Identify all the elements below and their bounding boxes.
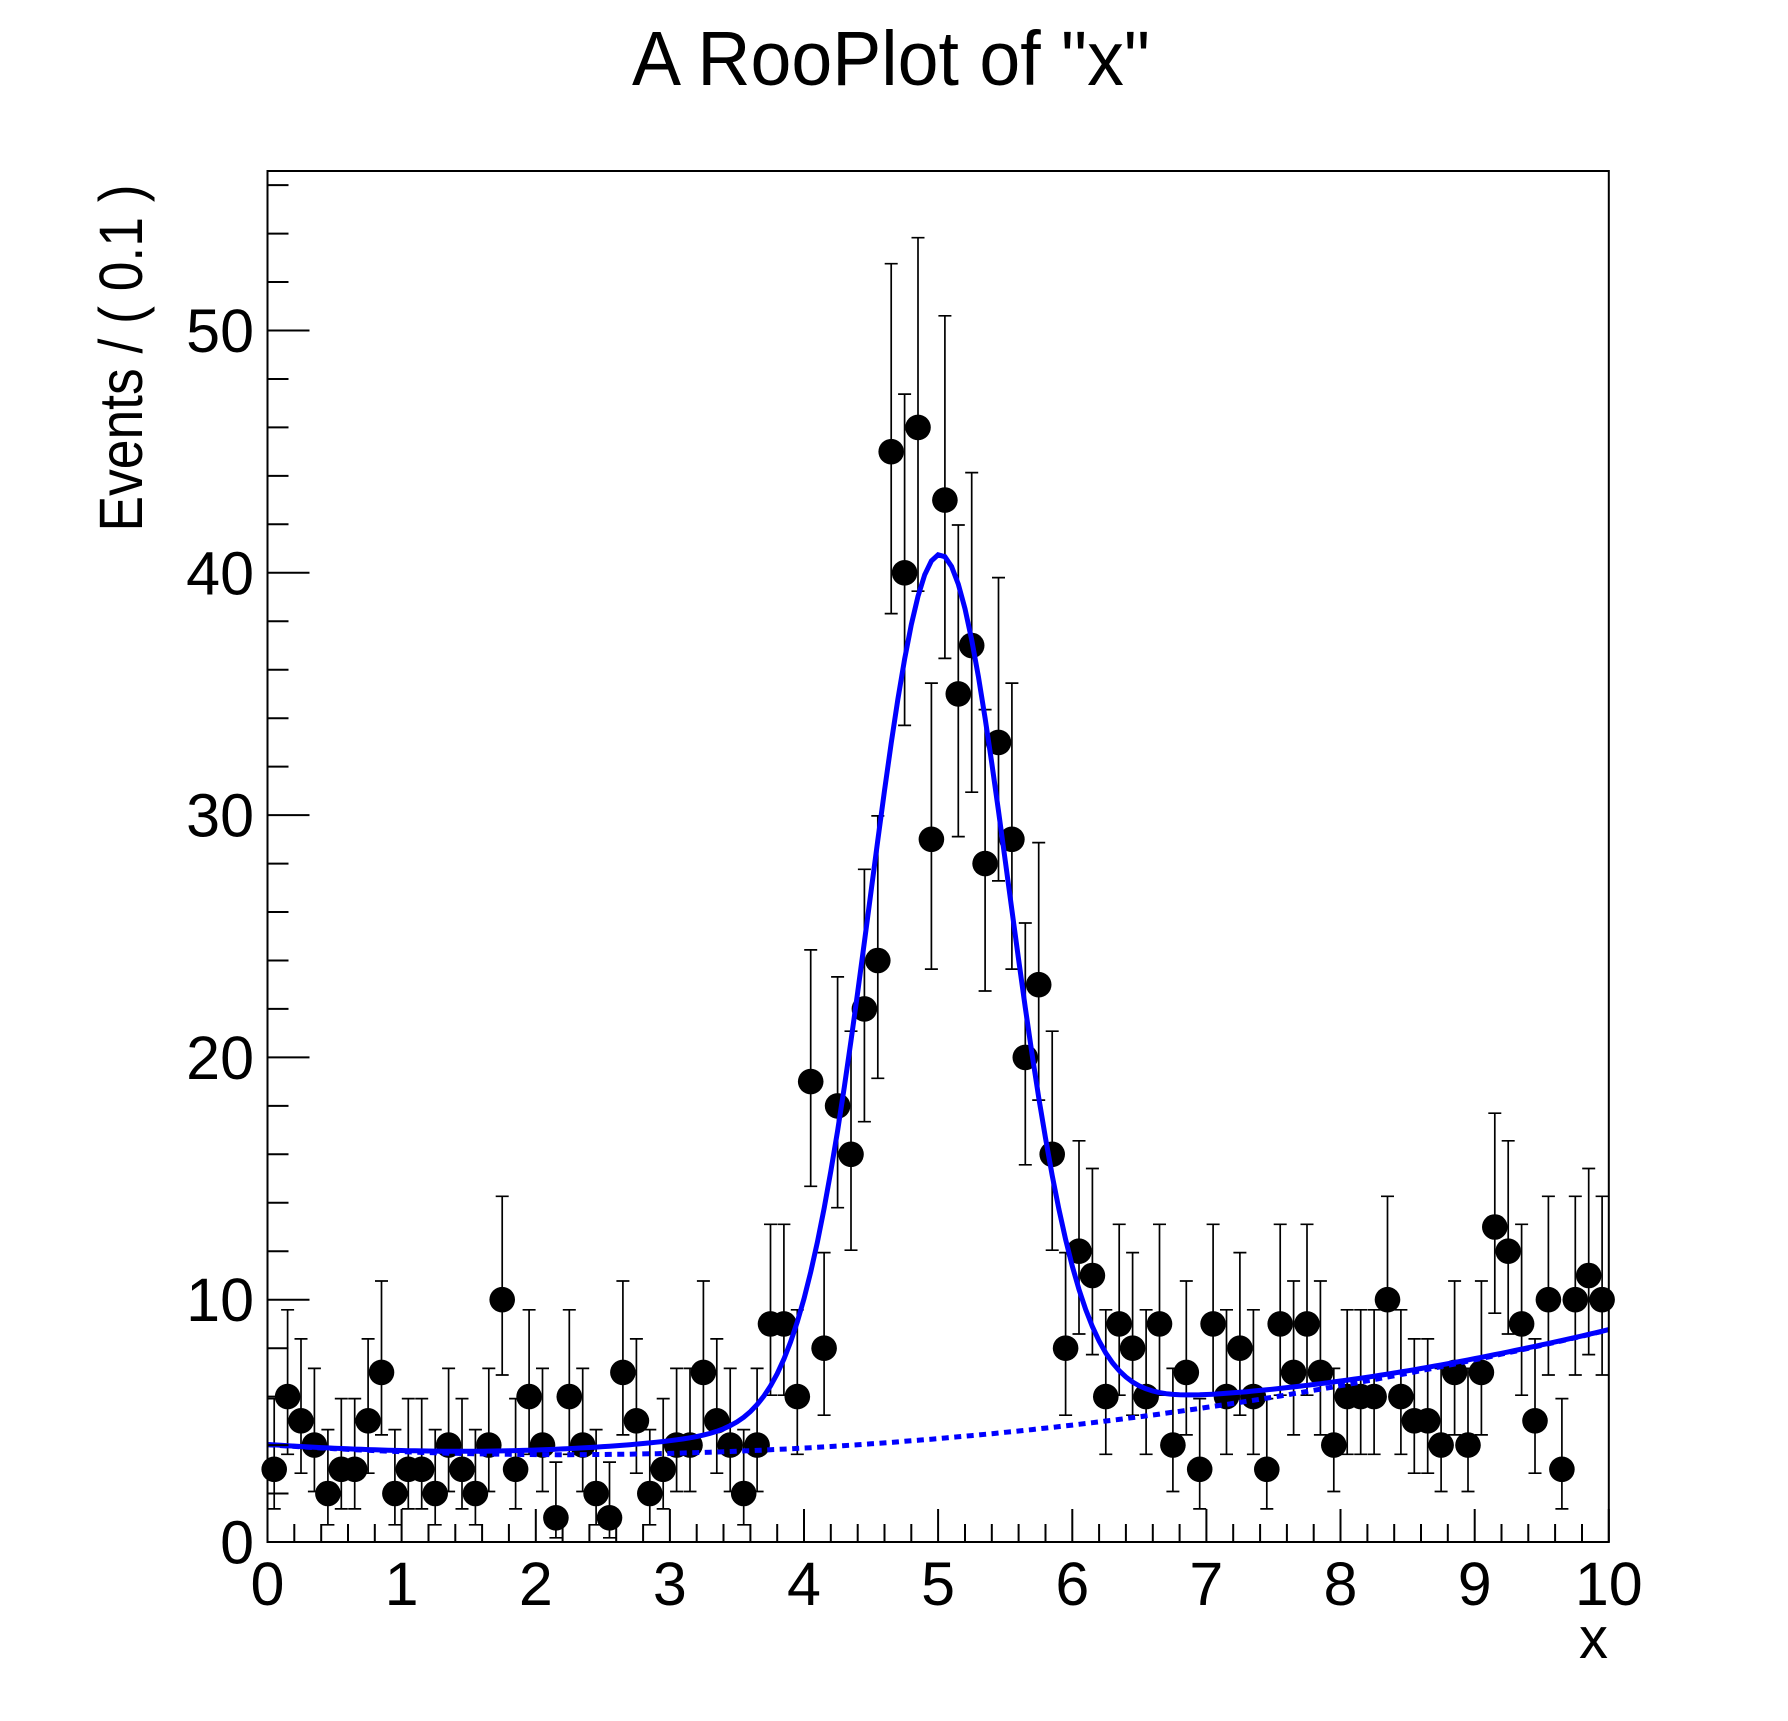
svg-text:0: 0 <box>251 1550 285 1618</box>
svg-text:Events / ( 0.1 ): Events / ( 0.1 ) <box>87 185 155 532</box>
svg-text:40: 40 <box>186 539 254 607</box>
svg-text:10: 10 <box>186 1266 254 1334</box>
svg-text:9: 9 <box>1458 1550 1492 1618</box>
svg-text:5: 5 <box>921 1550 955 1618</box>
svg-text:20: 20 <box>186 1024 254 1092</box>
svg-text:0: 0 <box>220 1509 254 1577</box>
svg-text:50: 50 <box>186 297 254 365</box>
svg-text:8: 8 <box>1324 1550 1358 1618</box>
svg-text:x: x <box>1579 1606 1608 1671</box>
svg-text:4: 4 <box>787 1550 821 1618</box>
svg-text:1: 1 <box>385 1550 419 1618</box>
svg-text:2: 2 <box>519 1550 553 1618</box>
svg-text:10: 10 <box>1575 1550 1643 1618</box>
svg-text:30: 30 <box>186 782 254 850</box>
svg-text:7: 7 <box>1189 1550 1223 1618</box>
svg-text:A RooPlot of "x": A RooPlot of "x" <box>632 16 1150 102</box>
svg-text:3: 3 <box>653 1550 687 1618</box>
svg-text:6: 6 <box>1055 1550 1089 1618</box>
